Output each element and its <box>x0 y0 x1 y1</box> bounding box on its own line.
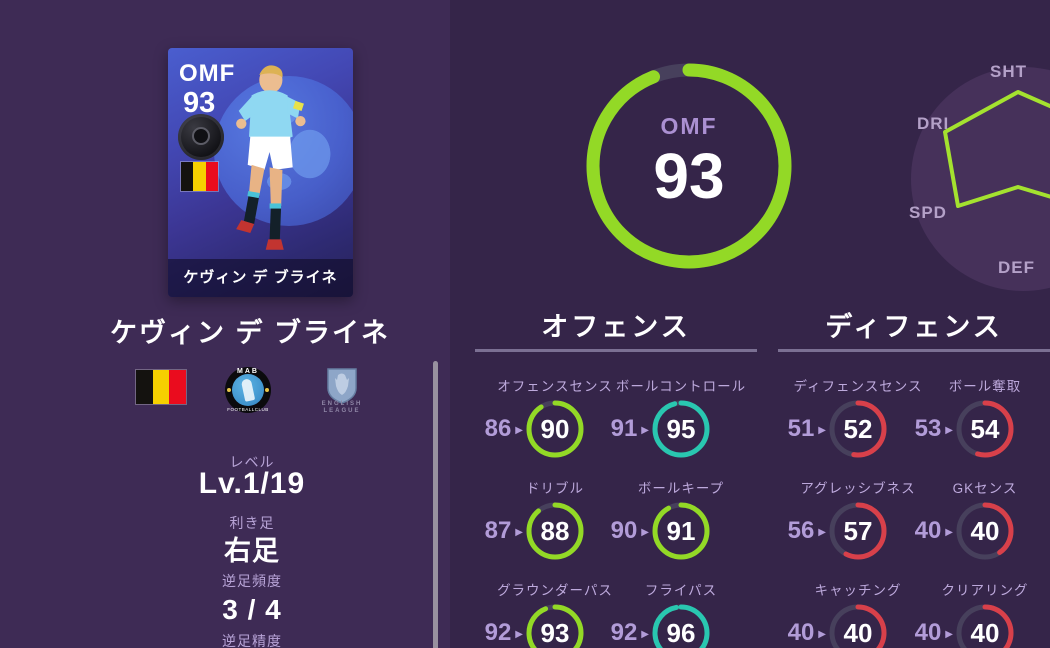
radar-label-def: DEF <box>998 258 1035 277</box>
arrow-icon: ▶ <box>945 424 953 436</box>
radar-label-dri: DRI <box>917 114 950 133</box>
defense-section-title: ディフェンス <box>825 312 1003 342</box>
offense-section-divider <box>475 349 757 352</box>
stat-cell-offensive-awareness: オフェンスセンス 86 ▶ 90 <box>480 375 630 458</box>
arrow-icon: ▶ <box>641 424 649 436</box>
card-rating: 93 <box>183 87 216 119</box>
section-defense: ディフェンス ディフェンスセンス 51 ▶ 52 ボール奪取 53 ▶ 54 <box>778 305 1050 648</box>
league-badge-line1: ENGLISH <box>321 401 363 407</box>
arrow-icon: ▶ <box>641 628 649 640</box>
arrow-icon: ▶ <box>818 628 826 640</box>
belgium-flag-icon <box>180 161 219 192</box>
ability-radar-chart <box>911 67 1050 291</box>
stat-cell-defensive-awareness: ディフェンスセンス 51 ▶ 52 <box>783 375 933 458</box>
player-photo <box>236 65 306 250</box>
nationality-flag-icon <box>135 369 187 405</box>
player-name: ケヴィン デ ブライネ <box>109 318 390 348</box>
weak-foot-usage-value: 3 / 4 <box>222 594 282 625</box>
stat-cell-clearing: クリアリング 40 ▶ 40 <box>910 579 1050 648</box>
weak-foot-usage-label: 逆足頻度 <box>222 573 282 589</box>
stat-ring: 54 <box>956 400 1014 458</box>
weak-foot-accuracy-label: 逆足精度 <box>222 633 282 648</box>
stat-ring: 40 <box>956 502 1014 560</box>
arrow-icon: ▶ <box>515 424 523 436</box>
overall-position: OMF <box>660 113 718 139</box>
stat-ring: 40 <box>956 604 1014 648</box>
stat-ring: 90 <box>526 400 584 458</box>
arrow-icon: ▶ <box>945 628 953 640</box>
stat-cell-lofted-pass: フライパス 92 ▶ 96 <box>606 579 756 648</box>
stat-cell-dribbling: ドリブル 87 ▶ 88 <box>480 477 630 560</box>
league-badge-icon: ENGLISH LEAGUE <box>320 366 364 414</box>
club-emblem-glyph <box>192 127 210 145</box>
stat-cell-ball-keep: ボールキープ 90 ▶ 91 <box>606 477 756 560</box>
stat-cell-ball-control: ボールコントロール 91 ▶ 95 <box>606 375 756 458</box>
card-player-name: ケヴィン デ ブライネ <box>168 259 353 297</box>
arrow-icon: ▶ <box>818 424 826 436</box>
arrow-icon: ▶ <box>515 628 523 640</box>
arrow-icon: ▶ <box>818 526 826 538</box>
player-card[interactable]: OMF 93 ケヴィン デ ブライネ <box>168 48 353 297</box>
stat-ring: 91 <box>652 502 710 560</box>
level-value: Lv.1/19 <box>198 467 306 500</box>
stat-ring: 40 <box>829 604 887 648</box>
arrow-icon: ▶ <box>641 526 649 538</box>
stat-cell-aggressiveness: アグレッシブネス 56 ▶ 57 <box>783 477 933 560</box>
scrollbar[interactable] <box>433 361 438 648</box>
level-label: レベル <box>229 454 275 470</box>
club-badge-top-text: MAB <box>237 368 259 375</box>
stat-ring: 57 <box>829 502 887 560</box>
radar-label-spd: SPD <box>909 203 947 222</box>
card-position-label: OMF <box>179 60 236 87</box>
stat-ring: 96 <box>652 604 710 648</box>
stat-ring: 52 <box>829 400 887 458</box>
offense-section-title: オフェンス <box>541 312 691 342</box>
league-badge-line2: LEAGUE <box>323 408 361 414</box>
overall-rating: 93 <box>653 140 725 212</box>
club-badge-bottom-text: FOOTBALLCLUB <box>227 407 269 412</box>
overall-rating-ring: OMF 93 <box>586 63 792 269</box>
section-offense: オフェンス オフェンスセンス 86 ▶ 90 ボールコントロール 91 ▶ 95 <box>475 305 757 648</box>
club-emblem-icon <box>178 114 224 160</box>
stat-cell-gk-awareness: GKセンス 40 ▶ 40 <box>910 477 1050 560</box>
stat-cell-catching: キャッチング 40 ▶ 40 <box>783 579 933 648</box>
stronger-foot-label: 利き足 <box>229 515 275 531</box>
stat-ring: 93 <box>526 604 584 648</box>
radar-label-sht: SHT <box>990 62 1027 81</box>
arrow-icon: ▶ <box>515 526 523 538</box>
stat-cell-low-pass: グラウンダーパス 92 ▶ 93 <box>480 579 630 648</box>
stat-cell-ball-winning: ボール奪取 53 ▶ 54 <box>910 375 1050 458</box>
club-badge-icon: MAB FOOTBALLCLUB <box>225 367 271 413</box>
arrow-icon: ▶ <box>945 526 953 538</box>
stat-ring: 88 <box>526 502 584 560</box>
stat-ring: 95 <box>652 400 710 458</box>
stronger-foot-value: 右足 <box>224 536 280 566</box>
defense-section-divider <box>778 349 1050 352</box>
